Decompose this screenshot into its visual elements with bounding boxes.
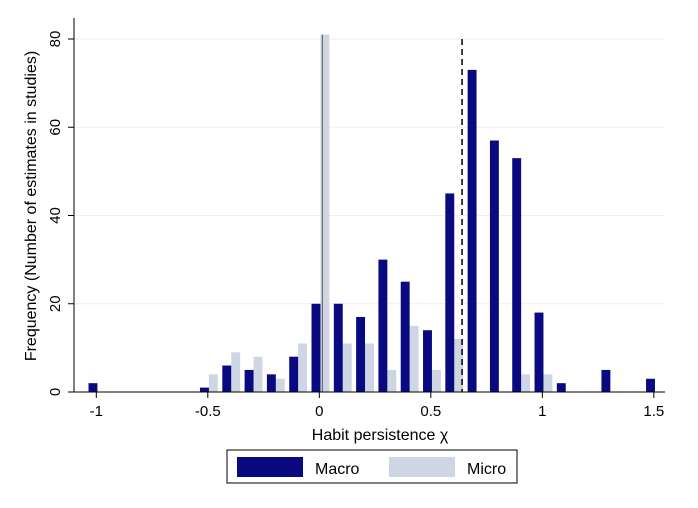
- legend: Macro Micro: [226, 449, 518, 484]
- micro-bar: [208, 374, 218, 392]
- micro-bars: [208, 34, 553, 393]
- micro-bar: [231, 352, 241, 392]
- macro-bar: [378, 259, 388, 392]
- y-axis-label: Frequency (Number of estimates in studie…: [23, 51, 40, 361]
- micro-bar: [275, 378, 285, 392]
- macro-bar: [423, 330, 432, 392]
- micro-bar: [387, 369, 397, 392]
- macro-bar: [534, 312, 544, 392]
- micro-bar: [342, 343, 352, 392]
- x-tick-label: -1: [90, 403, 103, 420]
- macro-bar: [512, 158, 522, 392]
- micro-bar: [543, 374, 553, 392]
- legend-label-micro: Micro: [467, 461, 506, 478]
- x-tick-label: 1: [538, 403, 546, 420]
- y-tick-label: 60: [47, 119, 64, 136]
- macro-bar: [601, 369, 611, 392]
- macro-bar: [445, 193, 455, 392]
- micro-bar: [521, 374, 531, 392]
- macro-bar: [556, 383, 566, 392]
- x-tick-label: 1.5: [643, 403, 664, 420]
- macro-bar: [333, 303, 343, 392]
- legend-swatch-micro: [389, 457, 455, 477]
- y-tick-label: 80: [47, 31, 64, 48]
- micro-bar: [298, 343, 308, 392]
- macro-bar: [489, 140, 499, 392]
- macro-bar: [400, 281, 410, 392]
- macro-bar: [289, 356, 299, 392]
- micro-bar: [253, 356, 263, 392]
- macro-bars: [88, 34, 655, 392]
- y-axis-ticks: 0 20 40 60 80: [47, 31, 74, 396]
- legend-label-macro: Macro: [315, 461, 360, 478]
- x-tick-label: -0.5: [195, 403, 221, 420]
- axes: [73, 18, 665, 393]
- macro-bar: [244, 369, 254, 392]
- macro-bar: [356, 316, 366, 392]
- y-tick-label: 40: [47, 207, 64, 224]
- y-tick-label: 20: [47, 295, 64, 312]
- legend-swatch-macro: [237, 457, 303, 477]
- micro-bar: [320, 34, 330, 393]
- x-tick-label: 0.5: [420, 403, 441, 420]
- macro-bar: [646, 378, 655, 392]
- macro-bar: [200, 387, 209, 392]
- micro-bar: [454, 339, 464, 392]
- x-tick-label: 0: [315, 403, 323, 420]
- x-axis-label: Habit persistence χ: [312, 427, 449, 444]
- y-tick-label: 0: [47, 388, 64, 396]
- micro-bar: [409, 325, 419, 392]
- macro-bar: [266, 374, 276, 392]
- macro-bar: [222, 365, 232, 392]
- micro-bar: [431, 369, 441, 392]
- gridlines: [74, 38, 665, 305]
- macro-bar: [88, 383, 98, 392]
- macro-bar: [467, 69, 477, 392]
- x-axis-ticks: -1 -0.5 0 0.5 1 1.5: [90, 392, 664, 420]
- macro-bar: [311, 303, 321, 392]
- micro-bar: [365, 343, 374, 392]
